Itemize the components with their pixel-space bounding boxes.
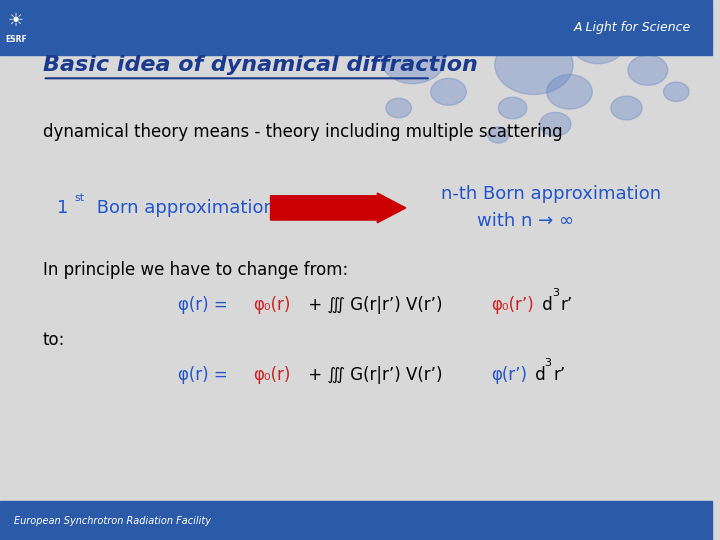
- Circle shape: [498, 97, 527, 119]
- Circle shape: [539, 112, 571, 136]
- Text: In principle we have to change from:: In principle we have to change from:: [42, 261, 348, 279]
- Circle shape: [628, 55, 667, 85]
- Text: to:: to:: [42, 331, 65, 349]
- Text: d: d: [531, 366, 546, 384]
- Text: d: d: [538, 296, 553, 314]
- Text: φ₀(r’): φ₀(r’): [491, 296, 534, 314]
- Text: n-th Born approximation: n-th Born approximation: [441, 185, 662, 204]
- Text: φ₀(r): φ₀(r): [253, 296, 290, 314]
- Text: ☀: ☀: [8, 12, 24, 30]
- Text: φ(r) =: φ(r) =: [178, 366, 233, 384]
- Text: + ∭ G(r|r’) V(r’): + ∭ G(r|r’) V(r’): [302, 296, 447, 314]
- Text: Basic idea of dynamical diffraction: Basic idea of dynamical diffraction: [42, 55, 477, 75]
- Text: φ(r’): φ(r’): [491, 366, 527, 384]
- Text: φ₀(r): φ₀(r): [253, 366, 290, 384]
- Text: 1: 1: [57, 199, 68, 217]
- Circle shape: [381, 35, 445, 84]
- Circle shape: [487, 127, 509, 143]
- Bar: [0, 0, 712, 55]
- Text: st: st: [75, 193, 85, 203]
- Text: r’: r’: [554, 366, 566, 384]
- Circle shape: [571, 23, 625, 64]
- Text: ESRF: ESRF: [5, 35, 27, 44]
- Circle shape: [495, 35, 573, 94]
- Text: φ(r) =: φ(r) =: [178, 296, 233, 314]
- Text: with n → ∞: with n → ∞: [477, 212, 574, 231]
- Text: 3: 3: [552, 288, 559, 298]
- Text: European Synchrotron Radiation Facility: European Synchrotron Radiation Facility: [14, 516, 211, 525]
- Text: Born approximation: Born approximation: [91, 199, 275, 217]
- Circle shape: [456, 22, 498, 54]
- Circle shape: [611, 96, 642, 120]
- Text: r’: r’: [561, 296, 573, 314]
- Bar: [0, 501, 712, 540]
- Text: A Light for Science: A Light for Science: [573, 21, 690, 34]
- Text: dynamical theory means - theory including multiple scattering: dynamical theory means - theory includin…: [42, 123, 562, 141]
- FancyArrow shape: [271, 193, 406, 223]
- Circle shape: [431, 78, 467, 105]
- Text: + ∭ G(r|r’) V(r’): + ∭ G(r|r’) V(r’): [302, 366, 447, 384]
- Text: 3: 3: [544, 359, 552, 368]
- Circle shape: [546, 75, 593, 109]
- Circle shape: [386, 98, 412, 118]
- Circle shape: [664, 82, 689, 102]
